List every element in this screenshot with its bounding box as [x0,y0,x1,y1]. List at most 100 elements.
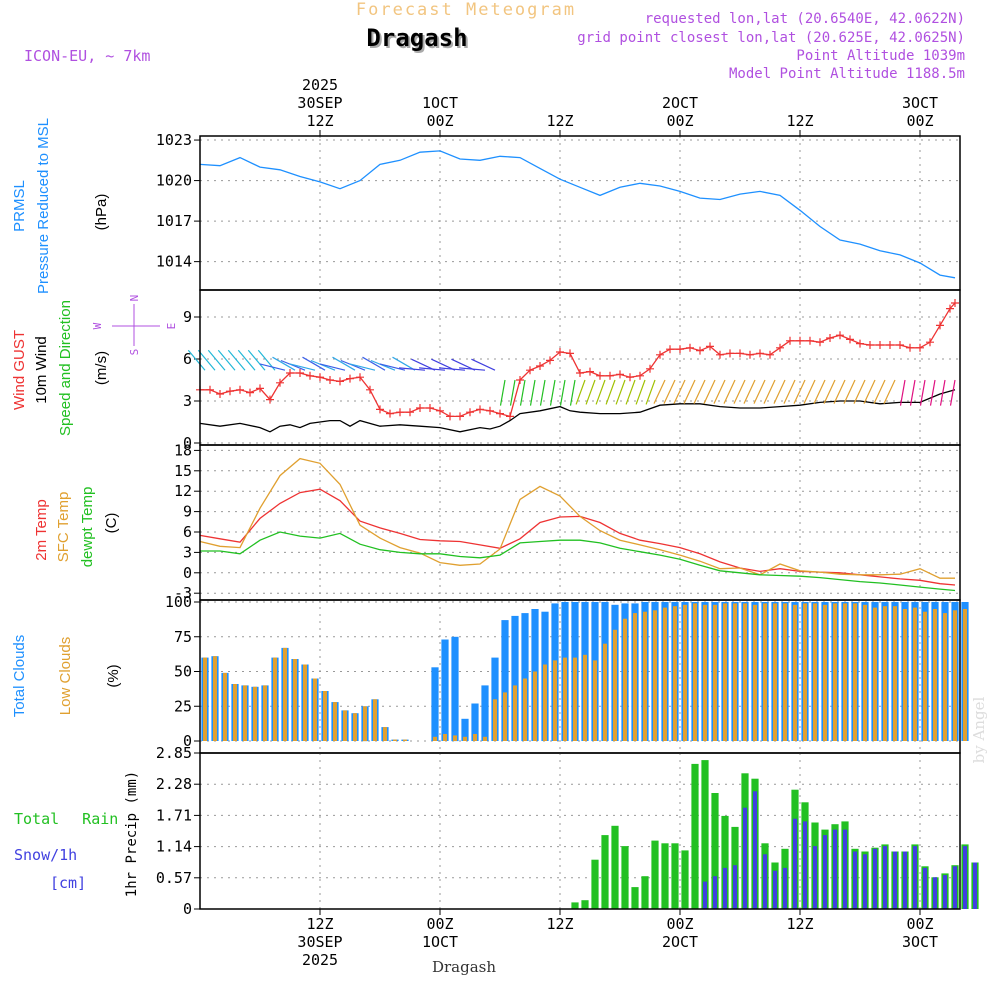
bar-low-clouds [793,604,797,741]
gust-marker [266,395,274,404]
wind-arrow [733,379,746,404]
wind-arrow [247,349,266,371]
bar-snow-h [883,846,887,909]
bar-low-clouds [683,604,687,741]
bar-low-clouds [383,727,387,741]
bar-snow-h [773,870,777,909]
gust-marker [806,336,814,345]
bar-low-clouds [943,613,947,741]
gust-marker [276,378,284,387]
wind-arrow [187,349,206,371]
y-tick-label: 1.14 [156,838,192,856]
y-tick-label: 18 [174,441,192,459]
bar-low-clouds [333,702,337,741]
gust-marker [726,349,734,358]
bar-snow-h [953,866,957,909]
gust-marker [856,339,864,348]
wind-arrow [929,379,936,406]
bar-low-clouds [463,736,467,741]
bar-snow-h [903,851,907,909]
gust-marker [906,343,914,352]
bottom-time-label: 2OCT [662,933,698,951]
bar-low-clouds [703,604,707,741]
bar-low-clouds [833,603,837,741]
bar-low-clouds [573,657,577,741]
bar-low-clouds [203,657,207,741]
bar-snow-h [803,821,807,909]
top-time-label: 2025 [302,76,338,94]
bar-snow-h [923,867,927,909]
pressure-panel: 1014 1017 1020 1023 [156,131,961,291]
bar-low-clouds [893,606,897,741]
top-time-label: 12Z [546,112,573,130]
bar-snow-h [713,876,717,909]
bar-low-clouds [543,664,547,741]
gust-marker [396,408,404,417]
top-time-label: 12Z [306,112,333,130]
credit-watermark: by Angel [970,696,988,763]
wind-arrow [753,379,766,404]
footer-location: Dragash [432,958,496,976]
y-tick-label: 9 [183,503,192,521]
gust-marker [676,345,684,354]
gust-marker [526,366,534,375]
gust-marker [596,371,604,380]
gust-marker [866,341,874,349]
bar-total-rain [661,843,669,909]
bar-low-clouds [873,607,877,741]
wind-arrow [823,379,836,404]
sfctemp-label: SFC Temp [55,492,72,563]
gust-marker [246,388,254,397]
bar-total-rain [691,763,699,909]
bar-low-clouds [373,699,377,741]
bar-low-clouds [823,604,827,741]
gust-marker [776,343,784,352]
bar-low-clouds [933,609,937,741]
wind-arrow [529,379,536,406]
gust-marker [636,371,644,380]
bar-total-rain [581,900,589,909]
wind-arrow [471,358,496,371]
bar-low-clouds [813,603,817,741]
y-tick-label: 75 [174,628,192,646]
wind-arrow [899,379,906,406]
bar-low-clouds [353,713,357,741]
bar-total-clouds [511,615,519,741]
bar-total-rain [701,760,709,909]
bar-low-clouds [483,736,487,741]
gust-marker [916,343,924,352]
bar-low-clouds [763,603,767,741]
top-time-label: 12Z [786,112,813,130]
gust-marker [436,406,444,415]
wind-arrow [549,379,556,406]
gust-marker [316,373,324,382]
gust-marker [516,376,524,384]
bar-low-clouds [313,678,317,741]
gust-marker [586,367,594,376]
bar-low-clouds [863,604,867,741]
gust-marker [556,348,564,356]
bar-snow-h [893,851,897,909]
model-label: ICON-EU, ~ 7km [24,47,150,65]
wind-arrow [635,379,646,405]
wind-arrow [509,379,516,406]
bar-snow-h [753,791,757,909]
gust-marker [836,331,844,340]
top-time-label: 3OCT [902,94,938,112]
wind-arrow [843,379,856,404]
temp2m-label: 2m Temp [33,499,50,560]
bar-total-rain [711,793,719,909]
gust-marker [666,345,674,354]
clouds-panel: 0 25 50 75 100 [165,593,969,754]
wind-arrow [683,379,696,404]
panel-frame [199,289,961,446]
wind-arrow [909,379,916,406]
wind-arrow [713,379,726,404]
bar-low-clouds [263,685,267,741]
wind-arrow [419,367,446,371]
gust-marker [576,369,584,377]
bar-snow-h [913,846,917,909]
bar-low-clouds [363,706,367,742]
wind-arrow [439,367,466,371]
gust-marker [716,350,724,359]
